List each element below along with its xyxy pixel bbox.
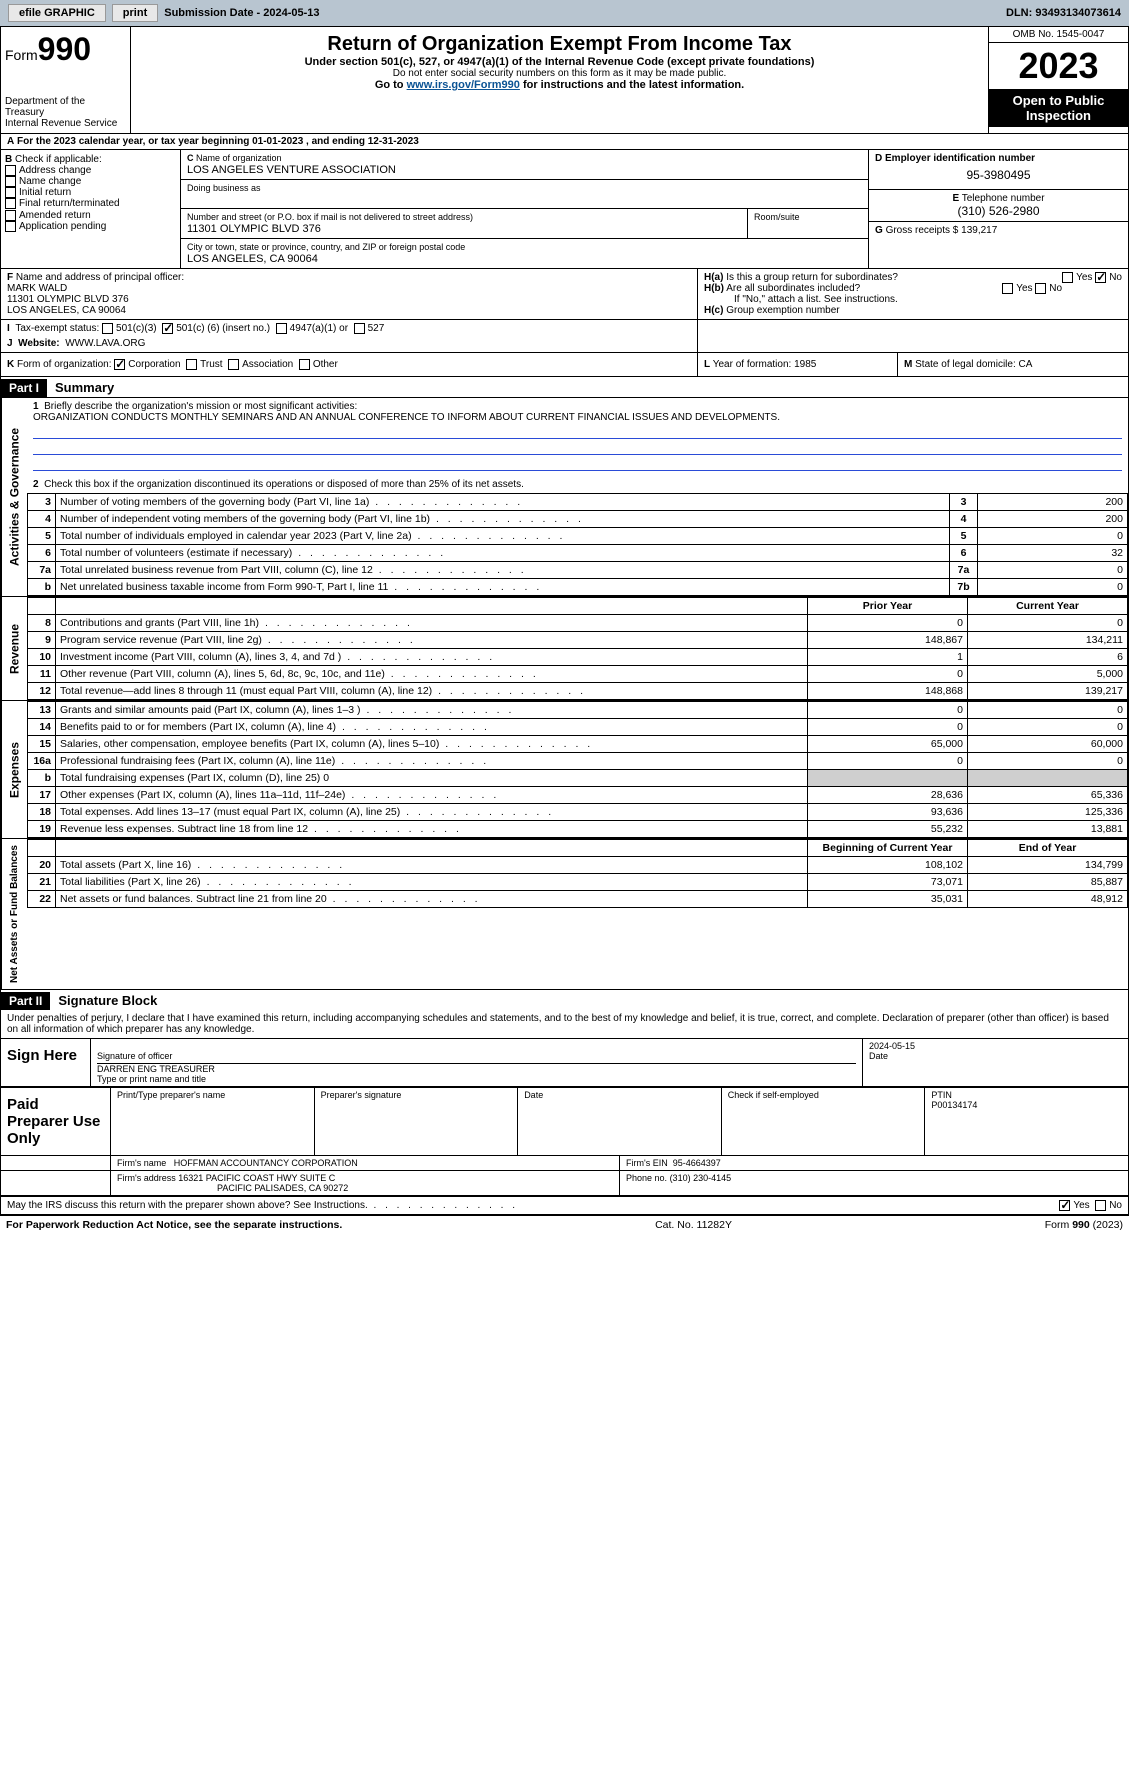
perjury-text: Under penalties of perjury, I declare th… — [1, 1010, 1128, 1038]
net-assets-table: Beginning of Current YearEnd of Year20To… — [27, 839, 1128, 908]
city-state-zip: LOS ANGELES, CA 90064 — [187, 253, 318, 265]
form-number: Form990 — [5, 31, 126, 68]
paid-preparer-block: Paid Preparer Use Only Print/Type prepar… — [1, 1088, 1128, 1196]
section-c: C Name of organizationLOS ANGELES VENTUR… — [181, 150, 868, 268]
vert-net-assets: Net Assets or Fund Balances — [1, 839, 27, 989]
gross-receipts: 139,217 — [961, 225, 997, 236]
submission-date: Submission Date - 2024-05-13 — [164, 7, 319, 19]
firm-phone: (310) 230-4145 — [670, 1173, 732, 1183]
officer-signature-name: DARREN ENG TREASURER — [97, 1064, 215, 1074]
subtitle-1: Under section 501(c), 527, or 4947(a)(1)… — [137, 56, 982, 68]
checkbox-ha-no[interactable] — [1095, 272, 1106, 283]
section-d-e-g: D Employer identification number95-39804… — [868, 150, 1128, 268]
part-2: Part IISignature Block Under penalties o… — [0, 990, 1129, 1215]
checkbox-initial-return[interactable] — [5, 187, 16, 198]
dept-label: Department of the Treasury — [5, 96, 126, 118]
form-header: Form990 Department of the Treasury Inter… — [0, 26, 1129, 134]
firm-addr2: PACIFIC PALISADES, CA 90272 — [117, 1183, 348, 1193]
subtitle-3: Go to www.irs.gov/Form990 for instructio… — [137, 79, 982, 91]
checkbox-501c[interactable] — [162, 323, 173, 334]
expenses-table: 13Grants and similar amounts paid (Part … — [27, 701, 1128, 838]
officer-addr1: 11301 OLYMPIC BLVD 376 — [7, 294, 129, 305]
revenue-table: Prior YearCurrent Year8Contributions and… — [27, 597, 1128, 700]
org-name: LOS ANGELES VENTURE ASSOCIATION — [187, 164, 396, 176]
website: WWW.LAVA.ORG — [65, 338, 145, 349]
checkbox-corp[interactable] — [114, 359, 125, 370]
firm-name: HOFFMAN ACCOUNTANCY CORPORATION — [174, 1158, 358, 1168]
section-i-j: I Tax-exempt status: 501(c)(3) 501(c) (6… — [0, 320, 1129, 353]
checkbox-hb-yes[interactable] — [1002, 283, 1013, 294]
checkbox-hb-no[interactable] — [1035, 283, 1046, 294]
checkbox-discuss-yes[interactable] — [1059, 1200, 1070, 1211]
checkbox-4947[interactable] — [276, 323, 287, 334]
phone: (310) 526-2980 — [957, 204, 1039, 218]
checkbox-discuss-no[interactable] — [1095, 1200, 1106, 1211]
section-b: B Check if applicable: Address change Na… — [1, 150, 181, 268]
checkbox-assoc[interactable] — [228, 359, 239, 370]
checkbox-final-return[interactable] — [5, 198, 16, 209]
part1-bar: Part I — [1, 379, 47, 397]
officer-addr2: LOS ANGELES, CA 90064 — [7, 305, 126, 316]
year-formation: 1985 — [794, 359, 816, 370]
checkbox-trust[interactable] — [186, 359, 197, 370]
mission-text: ORGANIZATION CONDUCTS MONTHLY SEMINARS A… — [33, 412, 780, 423]
state-domicile: CA — [1019, 359, 1033, 370]
dln-label: DLN: 93493134073614 — [1006, 7, 1121, 19]
firm-ein: 95-4664397 — [673, 1158, 721, 1168]
sign-date: 2024-05-15 — [869, 1041, 915, 1051]
irs-label: Internal Revenue Service — [5, 118, 126, 129]
checkbox-address-change[interactable] — [5, 165, 16, 176]
print-button[interactable]: print — [112, 4, 158, 22]
checkbox-pending[interactable] — [5, 221, 16, 232]
sign-here-block: Sign Here Signature of officerDARREN ENG… — [1, 1038, 1128, 1088]
omb-label: OMB No. 1545-0047 — [989, 27, 1128, 43]
section-b-c: B Check if applicable: Address change Na… — [0, 150, 1129, 269]
tax-year: 2023 — [989, 43, 1128, 89]
officer-name: MARK WALD — [7, 283, 67, 294]
checkbox-527[interactable] — [354, 323, 365, 334]
top-bar: efile GRAPHIC print Submission Date - 20… — [0, 0, 1129, 26]
checkbox-ha-yes[interactable] — [1062, 272, 1073, 283]
checkbox-amended[interactable] — [5, 210, 16, 221]
ptin: P00134174 — [931, 1100, 977, 1110]
checkbox-name-change[interactable] — [5, 176, 16, 187]
vert-revenue: Revenue — [1, 597, 27, 700]
checkbox-other[interactable] — [299, 359, 310, 370]
open-inspection: Open to Public Inspection — [989, 89, 1128, 127]
part-1: Part ISummary Activities & Governance 1 … — [0, 377, 1129, 990]
section-f-h: F Name and address of principal officer:… — [0, 269, 1129, 320]
subtitle-2: Do not enter social security numbers on … — [137, 68, 982, 79]
ein: 95-3980495 — [875, 164, 1122, 186]
page-footer: For Paperwork Reduction Act Notice, see … — [0, 1215, 1129, 1234]
part2-bar: Part II — [1, 992, 50, 1010]
efile-button[interactable]: efile GRAPHIC — [8, 4, 106, 22]
section-k-l-m: K Form of organization: Corporation Trus… — [0, 353, 1129, 377]
street-address: 11301 OLYMPIC BLVD 376 — [187, 223, 321, 235]
governance-table: 3Number of voting members of the governi… — [27, 493, 1128, 596]
line-a: A For the 2023 calendar year, or tax yea… — [0, 134, 1129, 150]
irs-link[interactable]: www.irs.gov/Form990 — [407, 79, 520, 91]
firm-addr1: 16321 PACIFIC COAST HWY SUITE C — [178, 1173, 335, 1183]
vert-governance: Activities & Governance — [1, 398, 27, 596]
vert-expenses: Expenses — [1, 701, 27, 838]
checkbox-501c3[interactable] — [102, 323, 113, 334]
form-title: Return of Organization Exempt From Incom… — [137, 33, 982, 56]
